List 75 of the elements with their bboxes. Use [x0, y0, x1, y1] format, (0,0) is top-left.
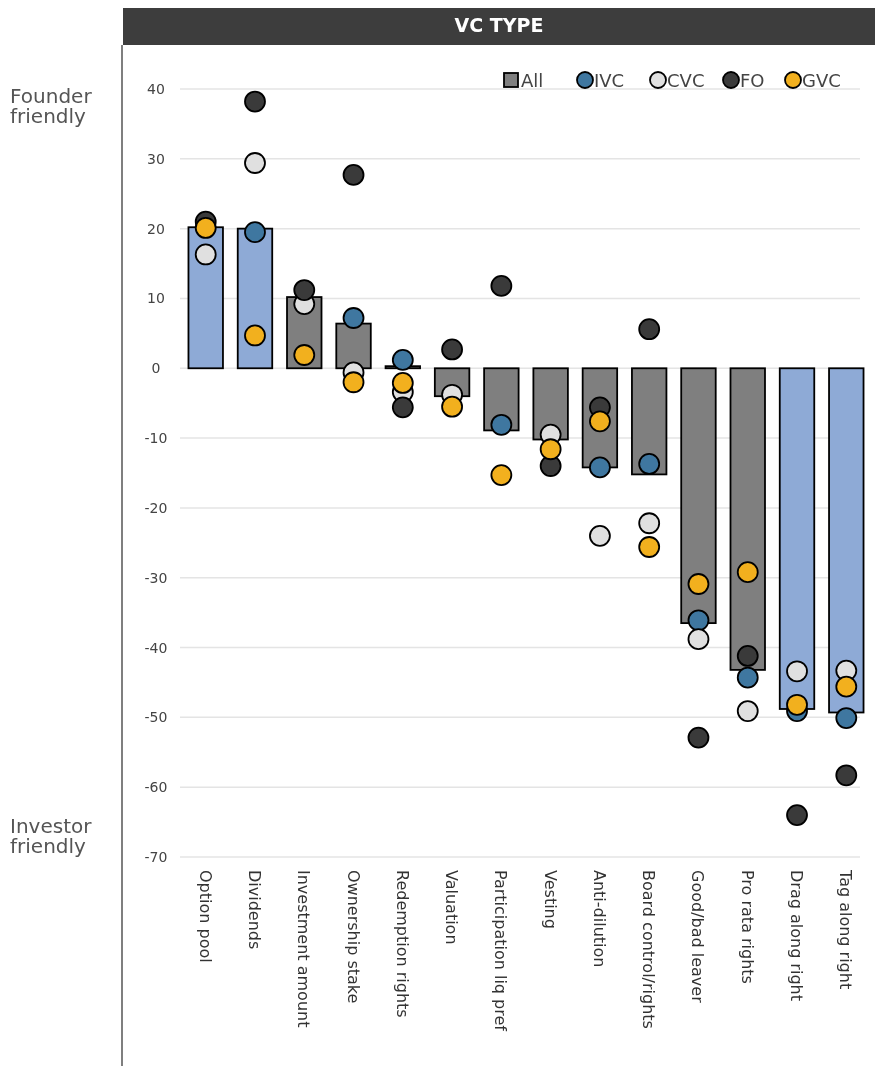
point	[835, 707, 858, 729]
point	[490, 274, 513, 297]
point	[835, 675, 858, 698]
legend-label: All	[521, 70, 544, 91]
y-tick-label: -20	[144, 499, 168, 516]
chart-title: VC TYPE	[454, 14, 544, 36]
point	[687, 573, 710, 595]
y-tick-label: -70	[144, 849, 168, 865]
point	[736, 700, 759, 722]
text: Founder friendly	[10, 84, 93, 128]
point	[786, 660, 808, 683]
point	[736, 561, 759, 584]
point	[786, 804, 808, 827]
point	[490, 413, 513, 436]
x-tick-label: Vesting	[540, 870, 560, 929]
x-tick-label: Anti-dilution	[589, 870, 609, 968]
x-tick-label: Board control/rights	[639, 870, 659, 1029]
point	[441, 395, 463, 418]
point	[391, 349, 414, 371]
y-tick-label: -60	[144, 779, 168, 796]
x-tick-label: Pro rata rights	[737, 870, 757, 984]
y-tick-label: 0	[151, 360, 161, 377]
y-tick-label: 30	[147, 150, 165, 167]
x-tick-label: Option pool	[195, 870, 215, 963]
point	[736, 666, 759, 689]
point	[194, 243, 217, 266]
x-tick-label: Participation liq pref	[491, 870, 511, 1032]
x-tick-label: Drag along right	[787, 870, 807, 1001]
legend-label: CVC	[667, 70, 705, 91]
y-tick-label: 20	[147, 220, 165, 237]
x-tick-label: Ownership stake	[343, 870, 363, 1004]
legend-label: GVC	[802, 70, 841, 91]
y-tick-label: -50	[144, 709, 168, 726]
point	[441, 338, 463, 361]
x-tick-label: Tag along right	[836, 869, 856, 990]
point	[244, 152, 266, 174]
point	[687, 726, 710, 749]
point	[490, 464, 513, 486]
point	[638, 512, 661, 535]
y-tick-label: -10	[144, 430, 168, 447]
x-tick-label: Dividends	[244, 870, 264, 950]
point	[342, 371, 365, 394]
text: Investor friendly	[10, 814, 93, 858]
y-tick-label: -30	[144, 569, 168, 586]
point	[687, 609, 710, 632]
point	[638, 453, 661, 475]
point	[736, 645, 759, 667]
point	[194, 217, 217, 239]
point	[391, 372, 414, 394]
point	[539, 438, 562, 461]
point	[835, 764, 858, 787]
point	[391, 396, 414, 419]
x-tick-label: Redemption rights	[392, 870, 412, 1018]
point	[589, 524, 611, 547]
x-tick-label: Investment amount	[294, 870, 314, 1028]
point	[293, 279, 316, 301]
point	[244, 90, 266, 113]
legend-label: FO	[740, 70, 765, 91]
y-tick-label: 10	[147, 290, 165, 307]
point	[638, 318, 661, 341]
point	[293, 344, 316, 366]
point	[589, 410, 611, 433]
point	[786, 693, 808, 716]
point	[342, 163, 365, 186]
point	[638, 536, 661, 558]
legend-label: IVC	[594, 70, 625, 91]
x-tick-label: Good/bad leaver	[688, 870, 708, 1004]
point	[244, 221, 266, 244]
point	[244, 324, 266, 347]
y-tick-label: 40	[147, 81, 165, 97]
x-tick-label: Valuation	[442, 870, 462, 945]
point	[342, 307, 365, 329]
point	[687, 628, 710, 651]
y-tick-label: -40	[144, 639, 168, 656]
point	[589, 456, 611, 479]
